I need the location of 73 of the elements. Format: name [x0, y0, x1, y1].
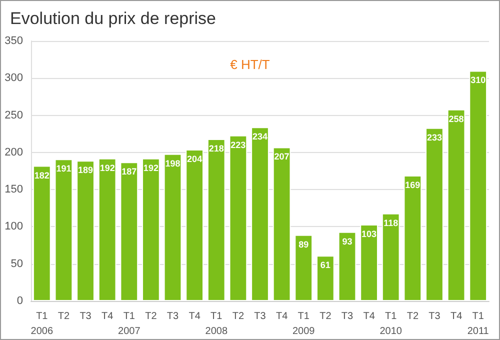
x-tick-label: T2 [320, 311, 332, 322]
y-tick-label: 100 [4, 220, 23, 233]
bar [294, 234, 313, 301]
annotation: € HT/T [230, 57, 270, 72]
bar [272, 147, 291, 301]
data-label: 118 [384, 218, 398, 228]
x-tick-label: T1 2011 [467, 311, 490, 337]
x-tick-label: T3 [254, 311, 266, 322]
y-tick-label: 250 [4, 109, 23, 122]
bar [142, 158, 160, 301]
y-tick-label: 150 [4, 184, 23, 196]
x-tick-label: T4 [276, 311, 288, 322]
bar [251, 127, 269, 301]
data-label: 207 [274, 152, 290, 162]
x-tick-label: T2 [232, 311, 244, 322]
data-label: 61 [320, 260, 330, 270]
bar [207, 139, 226, 301]
x-tick-label: T1 2006 [30, 311, 54, 337]
x-tick-label: T1 2009 [292, 311, 316, 337]
data-label: 310 [470, 75, 486, 86]
data-label: 234 [252, 132, 268, 142]
data-label: 89 [298, 239, 309, 250]
bar [360, 224, 378, 301]
x-tick-label: T3 [80, 311, 92, 322]
data-label: 187 [122, 166, 137, 177]
data-label: 192 [100, 162, 115, 173]
bar [382, 213, 400, 301]
data-label: 189 [78, 165, 94, 176]
data-label: 233 [426, 132, 442, 142]
data-label: 182 [34, 170, 50, 180]
data-label: 204 [187, 154, 202, 164]
bar [98, 158, 116, 301]
data-label: 192 [143, 162, 158, 173]
x-tick-label: T3 [166, 311, 180, 322]
bar [426, 128, 444, 301]
data-label: 169 [405, 180, 420, 190]
chart-title: Evolution du prix de reprise [10, 9, 216, 28]
x-tick-label: T4 [101, 311, 114, 322]
data-label: 191 [56, 164, 72, 174]
x-tick-label: T2 [58, 311, 70, 322]
bar [54, 159, 73, 301]
bar [120, 162, 138, 301]
y-tick-label: 350 [4, 35, 23, 47]
x-tick-label: T4 [363, 311, 376, 322]
x-tick-label: T2 [145, 311, 158, 322]
data-label: 258 [448, 114, 464, 124]
y-tick-label: 200 [4, 146, 23, 158]
bar [229, 135, 248, 301]
x-tick-label: T2 [406, 311, 419, 322]
data-label: 198 [165, 158, 180, 168]
y-tick-label: 50 [10, 258, 23, 270]
data-label: 223 [230, 140, 246, 150]
bar [76, 160, 94, 301]
bar [164, 154, 182, 301]
bar [338, 232, 356, 301]
y-tick-label: 300 [4, 72, 23, 84]
bar [32, 166, 51, 301]
x-tick-label: T4 [188, 311, 201, 322]
x-tick-label: T1 2007 [118, 311, 141, 337]
data-label: 103 [362, 228, 377, 239]
bar [469, 70, 488, 301]
x-tick-label: T1 2010 [380, 311, 402, 337]
x-tick-label: T4 [450, 311, 463, 322]
x-tick-label: T3 [341, 311, 354, 322]
y-tick-label: 0 [16, 295, 23, 307]
data-label: 218 [208, 144, 224, 154]
bar [186, 149, 204, 301]
data-label: 93 [342, 236, 352, 246]
bar [316, 256, 334, 301]
bar [447, 109, 466, 301]
x-tick-label: T1 2008 [205, 311, 228, 337]
x-tick-label: T3 [428, 311, 441, 322]
bar [404, 175, 422, 301]
